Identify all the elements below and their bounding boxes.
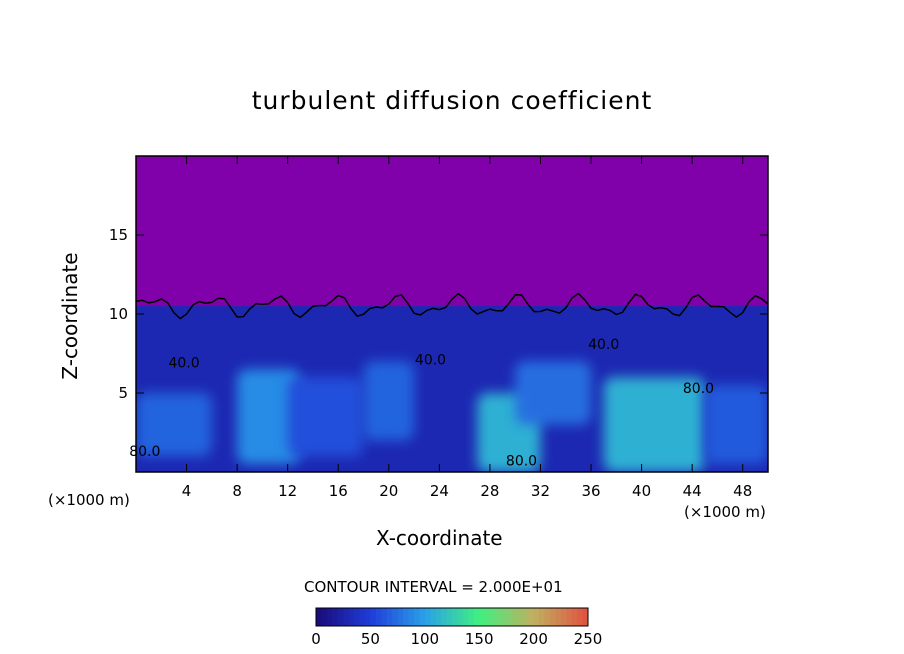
contour-label: 40.0 [168, 356, 199, 372]
x-tick-label: 16 [329, 482, 348, 500]
colorbar-tick-label: 150 [465, 630, 494, 648]
field-region [515, 361, 592, 425]
colorbar-swatch [316, 608, 322, 626]
colorbar-swatch [473, 608, 480, 626]
colorbar-border [315, 607, 589, 627]
colorbar-swatch [533, 608, 540, 626]
x-tick-label: 36 [581, 482, 600, 500]
x-tick-label: 40 [632, 482, 651, 500]
contour-labels: 40.0 40.0 40.0 80.0 80.0 80.0 [129, 337, 714, 470]
contour-label: 40.0 [588, 337, 619, 353]
colorbar-swatch [413, 608, 420, 626]
field-region [603, 377, 705, 472]
x-tick-label: 48 [733, 482, 752, 500]
colorbar-swatch [343, 608, 350, 626]
colorbar-swatch [392, 608, 399, 626]
colorbar-tick-label: 200 [519, 630, 548, 648]
y-tick-label: 10 [109, 305, 128, 323]
colorbar-swatch [375, 608, 382, 626]
colorbar-tick-label: 100 [410, 630, 439, 648]
colorbar-tick-label: 50 [361, 630, 380, 648]
colorbar-swatch [354, 608, 361, 626]
field-region [704, 385, 768, 465]
field-region [136, 393, 212, 457]
x-tick-label: 12 [278, 482, 297, 500]
contour-label: 80.0 [506, 454, 537, 470]
x-axis-unit-left: (×1000 m) [48, 491, 130, 509]
colorbar-tick-label: 250 [574, 630, 603, 648]
colorbar-swatch [424, 608, 431, 626]
colorbar-swatch [332, 608, 339, 626]
colorbar-swatch [326, 608, 333, 626]
colorbar-swatch [403, 608, 409, 626]
field-region [287, 377, 364, 457]
colorbar-swatch [566, 608, 573, 626]
colorbar-swatch [484, 608, 491, 626]
chart-title: turbulent diffusion coefficient [251, 86, 653, 115]
x-tick-label: 32 [531, 482, 550, 500]
colorbar-swatch [435, 608, 442, 626]
colorbar: 0 50 100 150 200 250 [311, 607, 603, 648]
field-region [237, 369, 301, 465]
colorbar-swatch [457, 608, 464, 626]
colorbar-swatch [468, 608, 475, 626]
field-layer [136, 306, 768, 472]
colorbar-tick-label: 0 [311, 630, 321, 648]
colorbar-swatch [321, 608, 328, 626]
colorbar-swatch [408, 608, 415, 626]
colorbar-swatch [381, 608, 388, 626]
colorbar-swatch [479, 608, 486, 626]
y-tick-label: 5 [118, 384, 128, 402]
contour-label: 80.0 [683, 381, 714, 397]
x-tick-label: 24 [430, 482, 449, 500]
colorbar-swatch [577, 608, 584, 626]
colorbar-swatch [528, 608, 535, 626]
colorbar-swatch [544, 608, 551, 626]
x-axis-ticks: 4 8 12 16 20 24 28 32 36 40 44 48 [182, 156, 752, 500]
contour-line [136, 292, 768, 320]
x-tick-label: 8 [232, 482, 242, 500]
colorbar-swatch [462, 608, 469, 626]
field-region [363, 361, 415, 441]
colorbar-swatch [364, 608, 371, 626]
x-tick-label: 28 [480, 482, 499, 500]
colorbar-swatch [511, 608, 518, 626]
colorbar-swatch [337, 608, 344, 626]
y-tick-label: 15 [109, 226, 128, 244]
colorbar-swatch [419, 608, 426, 626]
colorbar-swatch [446, 608, 453, 626]
colorbar-swatch [517, 608, 524, 626]
contour-layer [136, 292, 768, 320]
colorbar-swatch [359, 608, 366, 626]
colorbar-swatch [506, 608, 513, 626]
colorbar-swatch [452, 608, 458, 626]
colorbar-swatch [441, 608, 448, 626]
colorbar-swatch [397, 608, 404, 626]
x-tick-label: 20 [379, 482, 398, 500]
colorbar-swatch [582, 608, 589, 626]
colorbar-swatch [348, 608, 355, 626]
colorbar-swatch [549, 608, 556, 626]
y-axis-ticks: 5 10 15 [109, 226, 768, 402]
colorbar-swatch [500, 608, 507, 626]
colorbar-swatch [386, 608, 393, 626]
colorbar-swatch [560, 608, 567, 626]
colorbar-swatch [490, 608, 497, 626]
x-axis-label: X-coordinate [376, 526, 503, 550]
colorbar-swatch [555, 608, 562, 626]
contour-interval-label: CONTOUR INTERVAL = 2.000E+01 [304, 578, 563, 596]
colorbar-swatch [370, 608, 377, 626]
x-tick-label: 4 [182, 482, 192, 500]
x-tick-label: 44 [683, 482, 702, 500]
colorbar-swatch [430, 608, 437, 626]
colorbar-swatch [571, 608, 578, 626]
colorbar-swatch [522, 608, 529, 626]
x-axis-unit-right: (×1000 m) [684, 503, 766, 521]
contour-label: 80.0 [129, 444, 160, 460]
contour-label: 40.0 [415, 353, 446, 369]
colorbar-swatch [495, 608, 502, 626]
colorbar-swatch [539, 608, 545, 626]
